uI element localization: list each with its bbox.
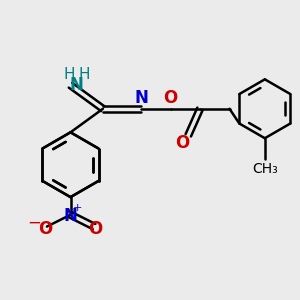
Text: N: N: [70, 76, 83, 94]
Text: H: H: [63, 68, 75, 82]
Text: O: O: [164, 89, 178, 107]
Text: N: N: [64, 207, 77, 225]
Text: O: O: [175, 134, 190, 152]
Text: H: H: [78, 68, 89, 82]
Text: −: −: [28, 213, 41, 231]
Text: O: O: [88, 220, 103, 238]
Text: O: O: [38, 220, 52, 238]
Text: CH₃: CH₃: [252, 162, 278, 176]
Text: N: N: [134, 89, 148, 107]
Text: +: +: [72, 203, 82, 213]
